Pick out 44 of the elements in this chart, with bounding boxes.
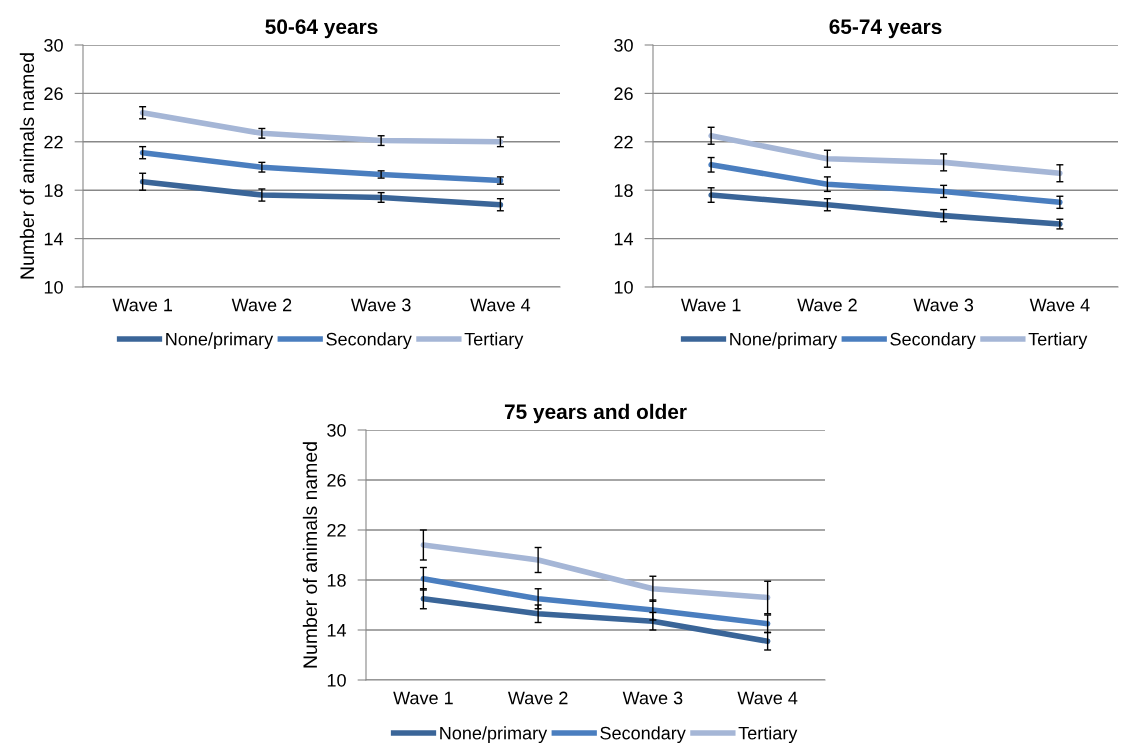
x-tick-label: Wave 3	[622, 691, 683, 705]
x-tick-label: Wave 2	[231, 298, 292, 312]
y-tick-label: 18	[44, 184, 63, 197]
y-tick-label: 30	[327, 423, 346, 437]
x-tick-label: Wave 2	[507, 691, 568, 705]
y-tick-label: 10	[614, 280, 633, 294]
legend-label: Tertiary	[464, 332, 524, 350]
x-tick-label: Wave 4	[470, 298, 531, 312]
y-tick-label: 14	[44, 232, 64, 246]
x-tick-label: Wave 2	[797, 298, 857, 312]
chart-title: 50-64 years	[265, 19, 378, 39]
legend-label: Secondary	[600, 726, 686, 744]
legend-label: Secondary	[890, 332, 976, 350]
legend-label: None/primary	[166, 332, 274, 350]
y-tick-label: 30	[614, 38, 633, 52]
x-tick-label: Wave 3	[913, 298, 974, 312]
y-tick-label: 18	[327, 573, 346, 587]
y-axis-title: Number of animals named	[19, 53, 35, 279]
y-tick-label: 22	[44, 135, 63, 149]
legend-label: None/primary	[440, 726, 548, 744]
y-tick-label: 26	[327, 473, 346, 487]
y-tick-label: 18	[614, 184, 633, 197]
legend-label: Tertiary	[1028, 332, 1088, 350]
x-tick-label: Wave 1	[680, 298, 741, 312]
legend-label: Secondary	[326, 332, 412, 350]
legend-label: None/primary	[730, 332, 838, 350]
x-tick-label: Wave 1	[393, 691, 453, 705]
y-tick-label: 14	[614, 232, 634, 246]
y-tick-label: 14	[327, 624, 347, 637]
y-tick-label: 10	[44, 280, 63, 294]
y-axis-title: Number of animals named	[302, 442, 318, 668]
legend-label: Tertiary	[738, 726, 798, 744]
y-tick-label: 26	[614, 87, 633, 101]
y-tick-label: 22	[327, 523, 346, 537]
x-tick-label: Wave 4	[737, 691, 798, 705]
x-tick-label: Wave 1	[112, 298, 173, 312]
x-tick-label: Wave 4	[1029, 298, 1090, 312]
chart-title: 75 years and older	[504, 403, 687, 424]
y-tick-label: 22	[614, 135, 633, 149]
y-tick-label: 26	[44, 87, 63, 101]
chart-title: 65-74 years	[829, 19, 942, 39]
y-tick-label: 10	[327, 673, 346, 687]
x-tick-label: Wave 3	[350, 298, 411, 312]
y-tick-label: 30	[44, 38, 63, 52]
